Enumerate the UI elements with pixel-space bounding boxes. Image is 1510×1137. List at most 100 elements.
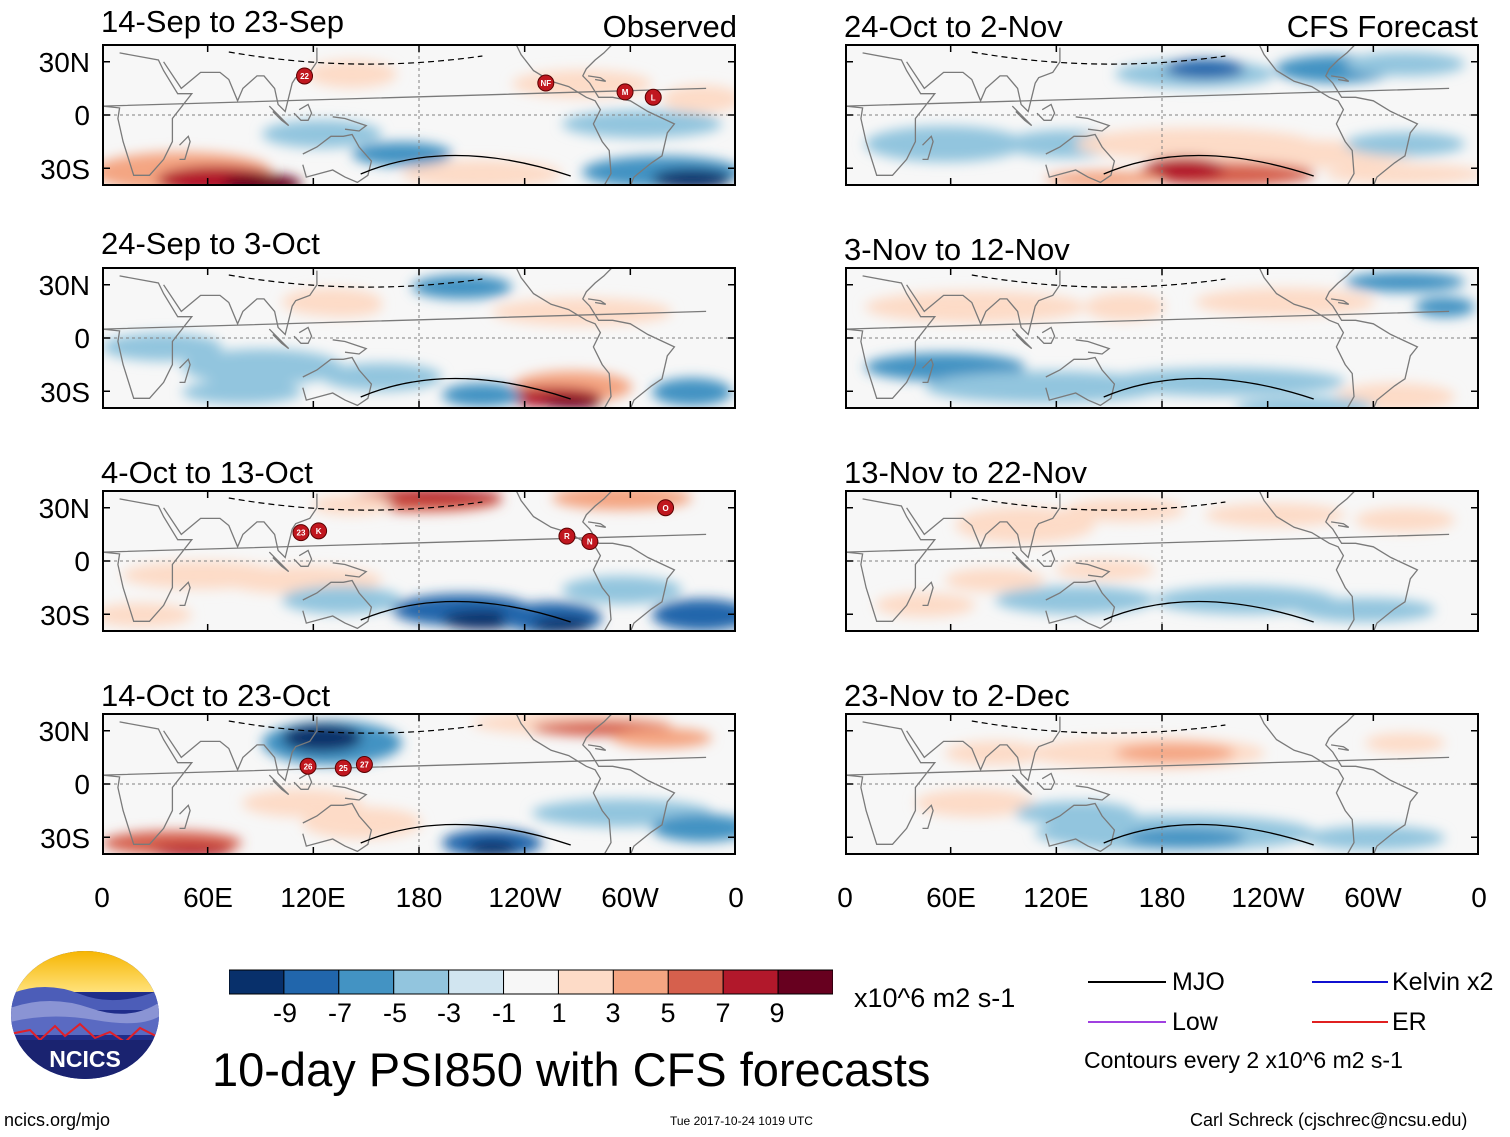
coastline xyxy=(1036,103,1056,121)
figure-title: 10-day PSI850 with CFS forecasts xyxy=(212,1043,931,1096)
storm-marker: K xyxy=(310,522,328,540)
map-forecast-4 xyxy=(845,713,1479,855)
anomaly-blob xyxy=(1355,508,1455,532)
coastline xyxy=(1075,116,1111,132)
map-frame xyxy=(845,713,1479,855)
lon-label-right-120e: 120E xyxy=(1023,882,1089,913)
coastline xyxy=(582,713,676,855)
anomaly-blob xyxy=(302,807,422,839)
coastline xyxy=(588,75,607,82)
map-frame xyxy=(102,713,736,855)
lon-label-left-0e: 0 xyxy=(728,882,744,913)
anomaly-blob xyxy=(1195,288,1375,316)
coastline xyxy=(293,326,313,344)
legend-note: Contours every 2 x10^6 m2 s-1 xyxy=(1084,1047,1403,1073)
storm-marker: O xyxy=(657,499,675,517)
anomaly-blob xyxy=(1345,132,1465,156)
coastline xyxy=(268,774,290,796)
footer-url[interactable]: ncics.org/mjo xyxy=(4,1110,111,1130)
anomaly-blob xyxy=(307,60,397,88)
lon-label-left-180: 180 xyxy=(395,882,443,913)
coastline xyxy=(922,581,934,607)
coastline xyxy=(1075,339,1111,355)
anomaly-blob xyxy=(1045,171,1165,186)
colorbar-box xyxy=(503,969,559,995)
legend-label-er: ER xyxy=(1392,1008,1427,1036)
anomaly-blob xyxy=(302,297,382,317)
coastline xyxy=(1331,521,1350,528)
panel-title-forecast-4: 23-Nov to 2-Dec xyxy=(844,678,1070,713)
coastline xyxy=(179,581,191,607)
coastline xyxy=(163,493,318,559)
coastline xyxy=(1036,549,1056,567)
lon-label-right-60w: 60W xyxy=(1344,882,1402,913)
coastline xyxy=(922,135,934,161)
lon-label-left-0: 0 xyxy=(94,882,110,913)
mjo-contour xyxy=(360,823,571,846)
anomaly-blob xyxy=(652,599,736,631)
anomaly-blob xyxy=(955,507,1095,543)
mjo-contour xyxy=(1103,377,1314,400)
anomaly-blob xyxy=(552,490,692,510)
anomaly-blob xyxy=(382,490,502,502)
footer-author[interactable]: Carl Schreck (cjschrec@ncsu.edu) xyxy=(1190,1110,1468,1130)
anomaly-blob xyxy=(1345,52,1465,76)
coastline xyxy=(1045,133,1116,184)
anomaly-blob xyxy=(915,789,1035,817)
storm-marker: 25 xyxy=(334,759,352,777)
mjo-contour xyxy=(1103,154,1314,177)
lat-label-30n-3: 30N xyxy=(38,493,90,524)
footer-timestamp: Tue 2017-10-24 1019 UTC xyxy=(670,1114,813,1128)
panel-title-forecast-2: 3-Nov to 12-Nov xyxy=(844,232,1070,267)
coastline xyxy=(1325,44,1419,186)
mjo-contour xyxy=(360,377,571,400)
map-observed-4: 26 25 27 xyxy=(102,713,736,855)
anomaly-blob xyxy=(102,333,222,361)
coastline xyxy=(515,713,612,855)
anomaly-blob xyxy=(282,724,362,752)
coastline xyxy=(1011,328,1033,350)
coastline xyxy=(1331,298,1350,305)
map-observed-1: 22 NF M L xyxy=(102,44,736,186)
coastline xyxy=(582,490,676,632)
anomaly-blob xyxy=(945,568,1045,592)
anomaly-blob xyxy=(542,397,602,409)
coastline xyxy=(268,328,290,350)
lat-label-30n-1: 30N xyxy=(38,47,90,78)
anomaly-blob xyxy=(412,275,512,299)
colorbar-tick-3: 3 xyxy=(605,998,621,1028)
anomaly-blob xyxy=(612,728,712,748)
anomaly-blob xyxy=(562,110,722,138)
lon-label-right-0e: 0 xyxy=(1471,882,1487,913)
coastline xyxy=(1011,105,1033,127)
colorbar-box xyxy=(667,969,724,995)
storm-label: K xyxy=(316,527,322,536)
coastline xyxy=(163,716,318,782)
mjo-contour-negative xyxy=(971,497,1226,511)
coastline xyxy=(332,116,368,132)
map-observed-3: 23 K R N O xyxy=(102,490,736,632)
lat-label-30s-2: 30S xyxy=(40,377,90,408)
coastline xyxy=(302,579,373,630)
coastline xyxy=(588,521,607,528)
coastline xyxy=(1011,774,1033,796)
anomaly-blob xyxy=(222,174,302,186)
anomaly-blob xyxy=(182,380,302,404)
coastline xyxy=(1325,490,1419,632)
lon-label-left-120e: 120E xyxy=(280,882,346,913)
anomaly-blob xyxy=(102,603,192,627)
anomaly-blob xyxy=(1125,828,1245,848)
mjo-contour xyxy=(360,154,571,177)
mjo-contour xyxy=(1103,600,1314,623)
storm-label: L xyxy=(651,93,656,102)
storm-marker: L xyxy=(644,88,662,106)
map-frame xyxy=(102,267,736,409)
anomaly-blob xyxy=(865,126,1025,162)
coastline xyxy=(1258,490,1355,632)
coastline xyxy=(332,785,368,801)
colorbar-tick-1: 1 xyxy=(551,998,567,1028)
legend-label-kelvin: Kelvin x2 xyxy=(1392,968,1494,996)
coastline xyxy=(268,105,290,127)
anomaly-blob xyxy=(1345,272,1465,292)
anomaly-blob xyxy=(1295,598,1435,622)
